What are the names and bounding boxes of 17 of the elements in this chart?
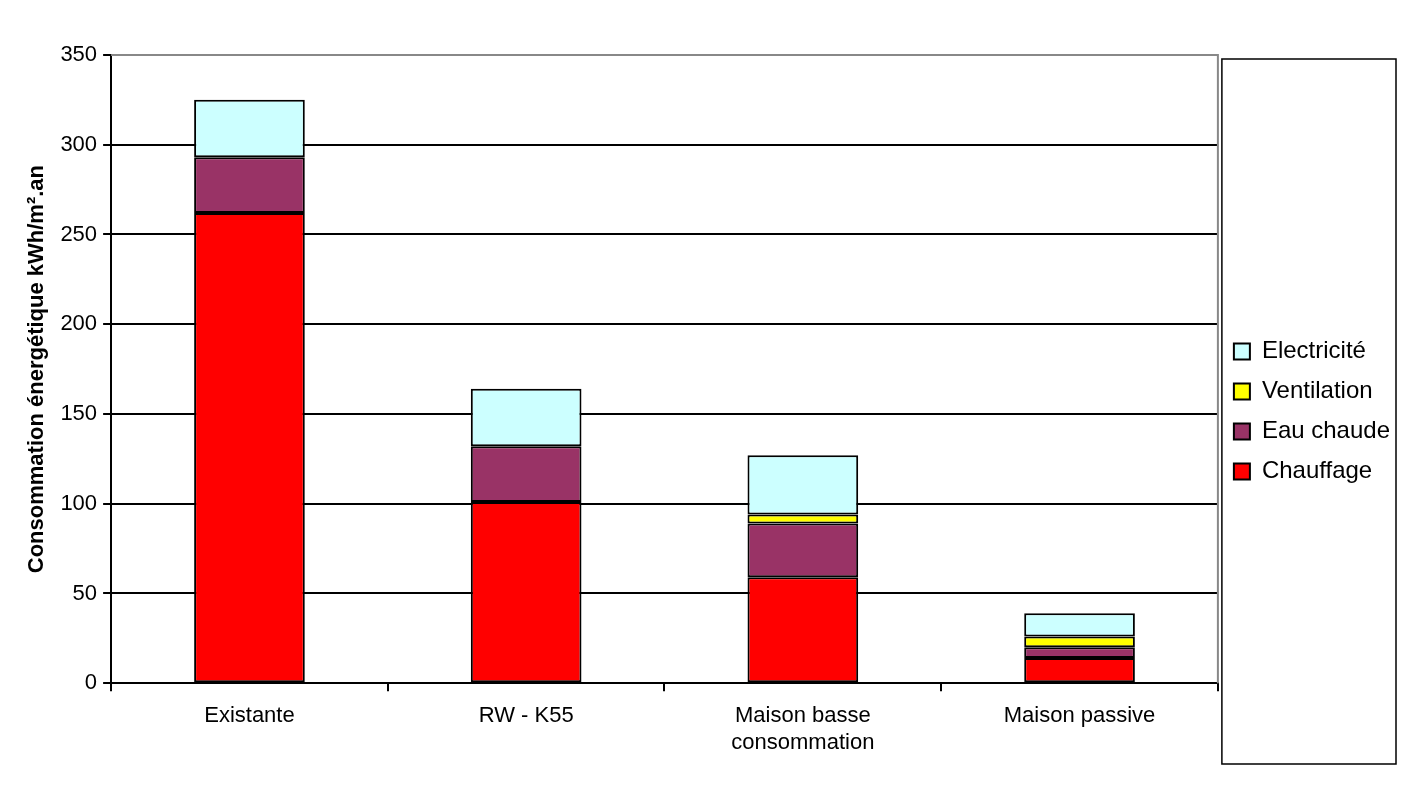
y-tick-label: 0 — [84, 669, 98, 695]
x-tick-label: Maison passive — [1003, 702, 1156, 728]
legend-label: Electricité — [1261, 336, 1366, 364]
y-tick-label: 50 — [72, 579, 98, 605]
x-tick-label: Maison basse consommation — [731, 702, 875, 754]
legend-label: Eau chaude — [1261, 416, 1390, 444]
y-axis-title: Consommation énergétique kWh/m².an — [23, 164, 49, 574]
y-tick-label: 200 — [60, 310, 98, 336]
x-tick-label: RW - K55 — [478, 702, 574, 728]
y-tick-label: 250 — [60, 220, 98, 246]
legend-label: Ventilation — [1261, 376, 1373, 404]
x-tick-label: Existante — [204, 702, 295, 728]
y-tick-label: 100 — [60, 489, 98, 515]
legend-label: Chauffage — [1261, 456, 1373, 484]
y-tick-label: 350 — [60, 41, 98, 67]
y-tick-label: 300 — [60, 130, 98, 156]
y-tick-label: 150 — [60, 400, 98, 426]
